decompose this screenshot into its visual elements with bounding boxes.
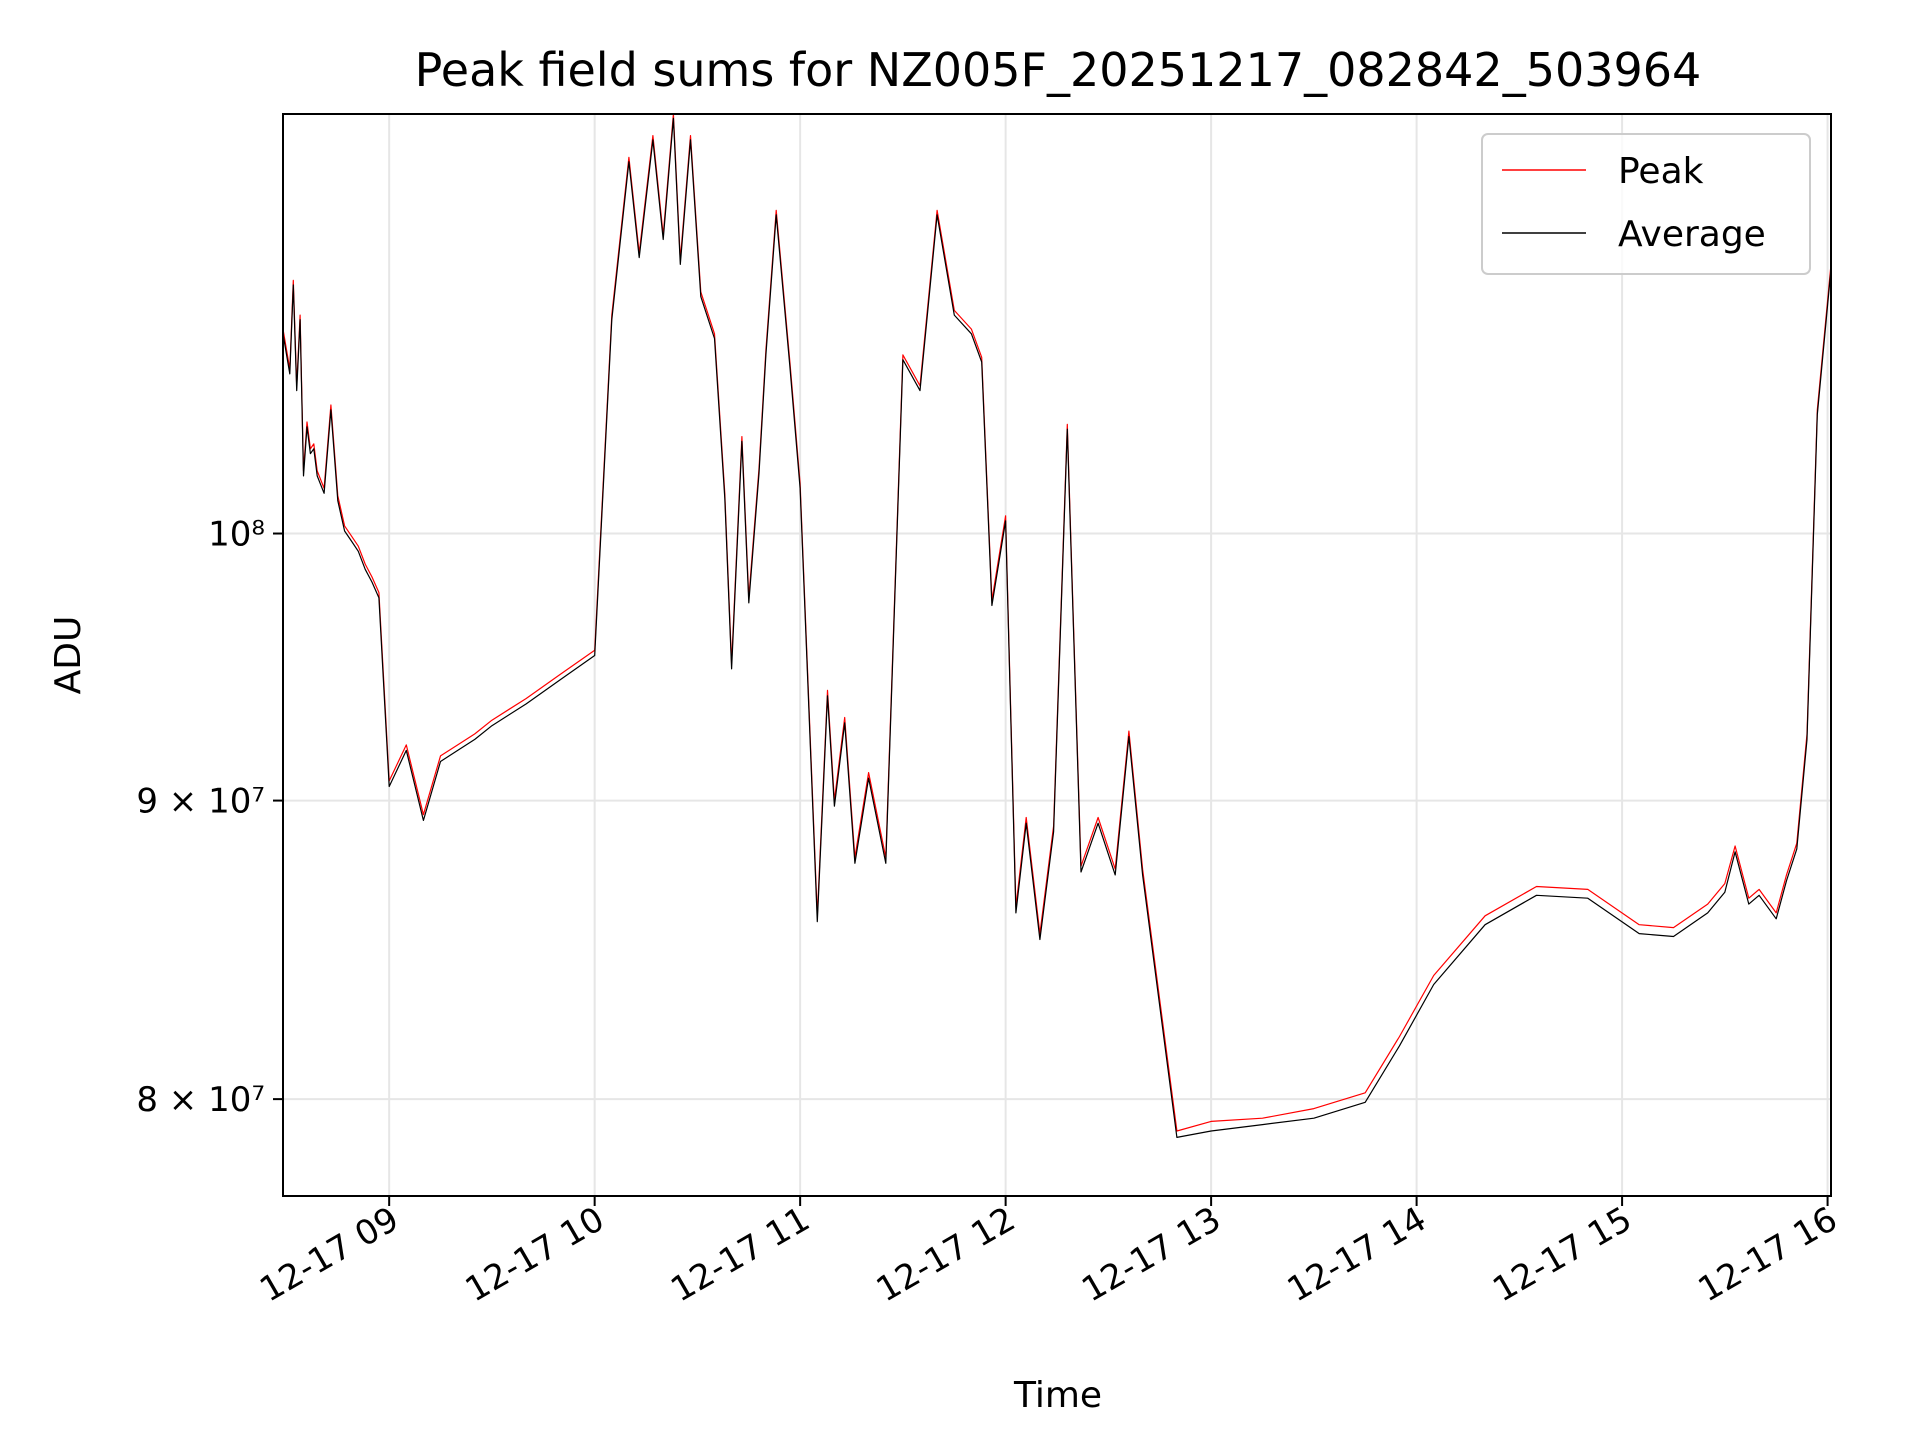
plot-frame [282,113,1832,1197]
legend: Peak Average [1481,133,1811,275]
series-line-average [283,117,1831,1139]
y-tick-label: 10⁸ [208,515,265,555]
y-tick-label: 8 × 10⁷ [136,1080,265,1120]
x-axis-label: Time [1013,1375,1102,1416]
chart-title: Peak field sums for NZ005F_20251217_0828… [415,43,1702,97]
series-layer [283,114,1831,1139]
y-tick-label: 9 × 10⁷ [136,782,265,822]
y-axis-label: ADU [48,616,89,695]
y-axis: 8 × 10⁷ 9 × 10⁷ 10⁸ [136,515,283,1120]
legend-box [1481,133,1811,275]
legend-label-average: Average [1618,214,1766,255]
legend-label-peak: Peak [1618,151,1704,192]
